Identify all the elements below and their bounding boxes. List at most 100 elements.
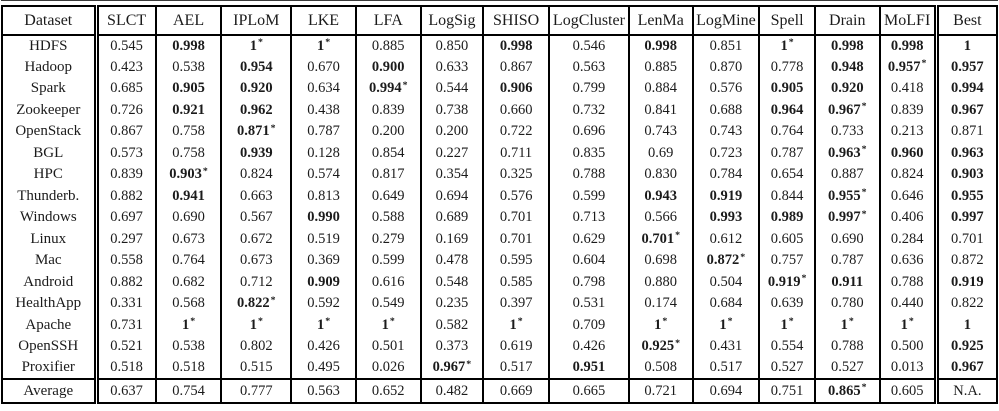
accuracy-cell: 0.802: [220, 336, 292, 358]
accuracy-cell: 0.921: [154, 99, 222, 121]
dataset-label: Mac: [2, 250, 99, 272]
accuracy-cell: 0.670: [290, 56, 356, 78]
accuracy-cell: 0.911: [813, 271, 880, 293]
accuracy-cell: 1*: [290, 314, 356, 336]
accuracy-cell: 0.722: [482, 121, 549, 143]
accuracy-cell: 0.566: [627, 207, 693, 229]
dataset-label: HPC: [2, 164, 99, 186]
dataset-label: Android: [2, 271, 99, 293]
accuracy-cell: 0.213: [878, 121, 937, 143]
best-accuracy-cell: N.A.: [933, 378, 997, 403]
dataset-label: HealthApp: [2, 293, 99, 315]
table-row: OpenStack 0.867 0.758 0.871* 0.787 0.200 0.200…: [2, 121, 997, 143]
accuracy-cell: 0.549: [354, 293, 421, 315]
column-header-spell: Spell: [758, 6, 815, 36]
accuracy-cell: 0.563: [290, 378, 356, 403]
accuracy-cell: 0.919: [691, 185, 760, 207]
best-accuracy-cell: 0.871: [933, 121, 997, 143]
accuracy-cell: 0.887: [813, 164, 880, 186]
accuracy-cell: 0.900: [354, 56, 421, 78]
accuracy-cell: 0.990: [290, 207, 356, 229]
dataset-label: Spark: [2, 78, 99, 100]
accuracy-cell: 0.764: [154, 250, 222, 272]
accuracy-cell: 0.517: [691, 357, 760, 379]
table-row: Hadoop 0.423 0.538 0.954 0.670 0.900 0.633 0.86…: [2, 56, 997, 78]
accuracy-cell: 0.538: [154, 336, 222, 358]
best-marker-asterisk: *: [861, 144, 867, 156]
accuracy-cell: 0.616: [354, 271, 421, 293]
accuracy-cell: 0.174: [627, 293, 693, 315]
table-row: Spark 0.685 0.905 0.920 0.634 0.994* 0.544 0.90…: [2, 78, 997, 100]
accuracy-cell: 0.758: [154, 121, 222, 143]
accuracy-cell: 0.582: [419, 314, 484, 336]
accuracy-cell: 0.592: [290, 293, 356, 315]
table-row: OpenSSH 0.521 0.538 0.802 0.426 0.501 0.373 0.6…: [2, 336, 997, 358]
best-marker-asterisk: *: [517, 316, 523, 328]
accuracy-cell: 0.406: [878, 207, 937, 229]
accuracy-cell: 0.905: [758, 78, 815, 100]
accuracy-cell: 0.279: [354, 228, 421, 250]
best-accuracy-cell: 0.919: [933, 271, 997, 293]
accuracy-cell: 0.957*: [878, 56, 937, 78]
best-marker-asterisk: *: [908, 316, 914, 328]
accuracy-cell: 0.423: [95, 56, 156, 78]
accuracy-cell: 0.865*: [813, 378, 880, 403]
accuracy-cell: 0.515: [220, 357, 292, 379]
column-header-logsig: LogSig: [419, 6, 484, 36]
accuracy-cell: 0.660: [482, 99, 549, 121]
accuracy-cell: 0.788: [547, 164, 629, 186]
accuracy-cell: 0.652: [354, 378, 421, 403]
accuracy-cell: 0.939: [220, 142, 292, 164]
dataset-label: Average: [2, 378, 99, 403]
accuracy-cell: 0.943: [627, 185, 693, 207]
accuracy-cell: 0.518: [154, 357, 222, 379]
accuracy-cell: 0.841: [627, 99, 693, 121]
best-marker-asterisk: *: [662, 316, 668, 328]
accuracy-cell: 0.685: [95, 78, 156, 100]
accuracy-cell: 0.967*: [813, 99, 880, 121]
accuracy-cell: 1*: [878, 314, 937, 336]
accuracy-cell: 0.780: [813, 293, 880, 315]
accuracy-cell: 0.546: [547, 35, 629, 57]
accuracy-cell: 0.954: [220, 56, 292, 78]
best-marker-asterisk: *: [675, 230, 680, 242]
accuracy-cell: 0.636: [878, 250, 937, 272]
accuracy-cell: 0.369: [290, 250, 356, 272]
column-header-slct: SLCT: [95, 6, 156, 36]
accuracy-cell: 0.69: [627, 142, 693, 164]
accuracy-cell: 0.909: [290, 271, 356, 293]
best-accuracy-cell: 0.872: [933, 250, 997, 272]
accuracy-cell: 0.830: [627, 164, 693, 186]
accuracy-cell: 0.576: [482, 185, 549, 207]
accuracy-cell: 0.948: [813, 56, 880, 78]
best-marker-asterisk: *: [402, 79, 408, 91]
accuracy-cell: 0.764: [758, 121, 815, 143]
accuracy-cell: 0.813: [290, 185, 356, 207]
column-header-logcluster: LogCluster: [547, 6, 629, 36]
dataset-label: Windows: [2, 207, 99, 229]
accuracy-cell: 0.787: [758, 142, 815, 164]
accuracy-cell: 0.595: [482, 250, 549, 272]
accuracy-cell: 0.778: [758, 56, 815, 78]
best-marker-asterisk: *: [202, 165, 208, 177]
accuracy-cell: 0.354: [419, 164, 484, 186]
accuracy-cell: 0.758: [154, 142, 222, 164]
dataset-label: Zookeeper: [2, 99, 99, 121]
best-marker-asterisk: *: [921, 58, 927, 70]
accuracy-cell: 0.478: [419, 250, 484, 272]
accuracy-cell: 0.527: [758, 357, 815, 379]
accuracy-cell: 0.633: [419, 56, 484, 78]
accuracy-cell: 0.732: [547, 99, 629, 121]
accuracy-cell: 0.545: [95, 35, 156, 57]
accuracy-cell: 0.731: [95, 314, 156, 336]
accuracy-cell: 0.885: [354, 35, 421, 57]
accuracy-cell: 0.754: [154, 378, 222, 403]
accuracy-cell: 0.697: [95, 207, 156, 229]
best-accuracy-cell: 0.955: [933, 185, 997, 207]
accuracy-cell: 0.373: [419, 336, 484, 358]
accuracy-cell: 0.851: [691, 35, 760, 57]
best-accuracy-cell: 0.997: [933, 207, 997, 229]
accuracy-cell: 0.563: [547, 56, 629, 78]
column-header-molfi: MoLFI: [878, 6, 937, 36]
accuracy-cell: 0.787: [813, 250, 880, 272]
